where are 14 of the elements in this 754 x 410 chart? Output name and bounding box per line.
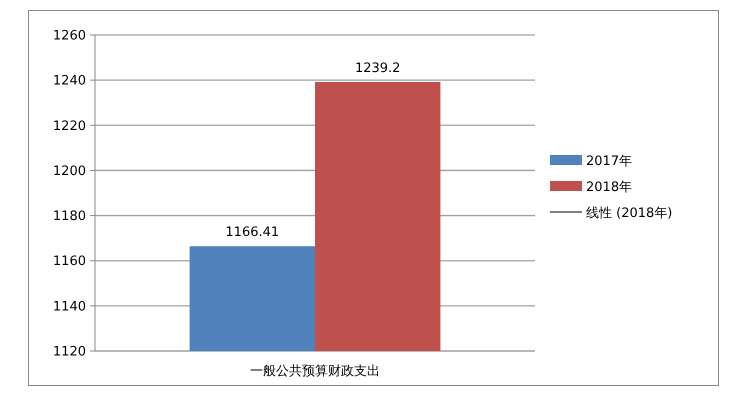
x-tick-label: 一般公共预算财政支出 xyxy=(250,364,380,379)
legend-label: 线性 (2018年) xyxy=(586,206,672,221)
data-label: 1239.2 xyxy=(354,60,400,76)
legend-label: 2017年 xyxy=(586,154,632,169)
y-tick-label: 1180 xyxy=(52,209,86,224)
y-tick-label: 1120 xyxy=(52,344,86,360)
legend-label: 2018年 xyxy=(586,180,632,195)
y-tick-label: 1140 xyxy=(52,299,86,314)
y-tick-label: 1260 xyxy=(52,28,86,44)
y-tick-label: 1160 xyxy=(52,254,86,270)
y-tick-label: 1220 xyxy=(52,118,86,134)
y-tick-label: 1200 xyxy=(52,164,86,179)
y-tick-label: 1240 xyxy=(52,74,86,89)
data-label: 1166.41 xyxy=(225,225,280,240)
